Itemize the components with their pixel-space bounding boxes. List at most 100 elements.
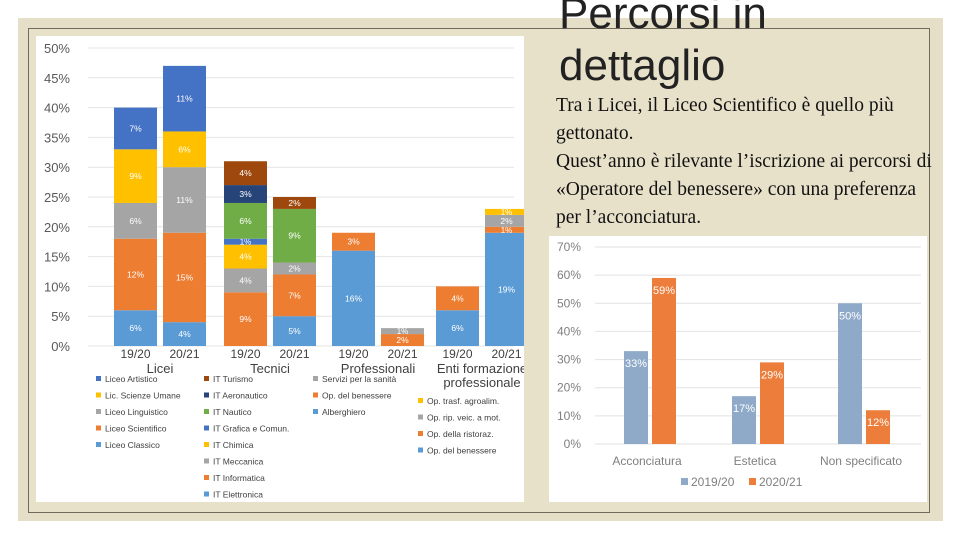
legend-swatch: [749, 478, 756, 485]
bar-data-label: 7%: [129, 123, 142, 133]
bar-segment: [273, 274, 316, 317]
legend-swatch: [313, 392, 318, 398]
x-category-label: Non specificato: [820, 454, 902, 468]
bar-segment: [163, 232, 206, 323]
bar-data-label: 6%: [178, 144, 191, 154]
x-category-label: Acconciatura: [612, 454, 682, 468]
legend-label: IT Grafica e Comun.: [213, 424, 289, 434]
legend-swatch: [418, 431, 423, 436]
legend-swatch: [681, 478, 688, 485]
x-category-label: 19/20: [230, 347, 260, 361]
x-category-label: 20/21: [387, 347, 417, 361]
legend-label: 2019/20: [691, 475, 735, 489]
bar-data-label: 4%: [239, 168, 252, 178]
y-tick-label: 70%: [557, 240, 581, 254]
x-category-label: 20/21: [279, 347, 309, 361]
bar-segment: [485, 232, 528, 346]
stacked-bar-chart-panel: 0% 5% 10% 15% 20% 25% 30% 35% 40% 45% 50% 6% 12% 6% 9%…: [36, 36, 528, 502]
legend-swatch: [96, 392, 101, 398]
bar-data-label: 6%: [129, 323, 142, 333]
bar: [838, 303, 862, 444]
bar-segment: [273, 197, 316, 209]
bar-data-label: 2%: [288, 264, 301, 274]
bar-data-label: 2%: [396, 335, 409, 345]
bar-segment: [224, 292, 267, 346]
bar-segment: [273, 262, 316, 275]
bar-segment: [224, 244, 267, 269]
bar-segment: [114, 107, 157, 150]
bar-data-label: 6%: [451, 323, 464, 333]
legend-swatch: [204, 392, 209, 398]
legend-label: 2020/21: [759, 475, 803, 489]
y-tick-label: 35%: [44, 130, 70, 145]
bar: [760, 362, 784, 444]
bar: [624, 351, 648, 444]
legend-swatch: [313, 376, 318, 381]
bar-segment: [224, 202, 267, 239]
legend-label: Op. della ristoraz.: [427, 429, 494, 439]
bar-data-label: 2%: [500, 216, 513, 226]
legend-swatch: [204, 409, 209, 414]
bar-data-label: 15%: [176, 272, 193, 282]
bar-data-label: 3%: [239, 189, 252, 199]
bar-data-label: 9%: [239, 314, 252, 324]
bar-data-label: 3%: [347, 237, 360, 247]
bar-segment: [485, 226, 528, 233]
bar-data-label: 1%: [501, 226, 513, 235]
legend-label: IT Meccanica: [213, 457, 264, 467]
legend-swatch: [418, 414, 423, 420]
bar-segment: [332, 250, 375, 346]
bar-data-label: 4%: [178, 329, 191, 339]
bar-data-label: 19%: [498, 284, 515, 294]
bar-segment: [114, 310, 157, 346]
bar-segment: [273, 208, 316, 263]
legend-label: IT Chimica: [213, 440, 254, 450]
legend-label: Op. trasf. agroalim.: [427, 396, 499, 406]
bar-data-label: 6%: [129, 216, 142, 226]
bar-data-label: 4%: [451, 293, 464, 303]
bar-data-label: 5%: [288, 326, 301, 336]
bar-segment: [485, 214, 528, 227]
bar-data-label: 17%: [733, 403, 755, 415]
bar-data-label: 16%: [345, 293, 362, 303]
bar-data-label: 59%: [653, 285, 675, 297]
bar-segment: [114, 149, 157, 203]
y-tick-label: 45%: [44, 71, 70, 86]
bar: [866, 410, 890, 444]
legend-swatch: [204, 376, 209, 381]
x-group-label: Enti formazione: [437, 361, 524, 376]
bar-data-label: 4%: [239, 252, 252, 262]
bar-segment: [224, 268, 267, 293]
bar-data-label: 12%: [127, 269, 144, 279]
x-group-label: Professionali: [341, 361, 416, 376]
bar: [732, 396, 756, 444]
bar-segment: [224, 161, 267, 186]
bar-data-label: 50%: [839, 310, 861, 322]
legend-swatch: [313, 409, 318, 414]
legend-label: Liceo Linguistico: [105, 407, 168, 417]
bar-data-label: 7%: [288, 290, 301, 300]
legend-swatch: [418, 398, 423, 403]
legend-label: Alberghiero: [322, 407, 366, 417]
legend-label: Servizi per la sanità: [322, 374, 396, 384]
slide-body: Tra i Licei, il Liceo Scientifico è quel…: [556, 92, 941, 232]
legend-label: Lic. Scienze Umane: [105, 391, 181, 401]
slide-title-line-1: Percorsi in: [559, 0, 767, 38]
grouped-bar-chart-panel: 0% 10% 20% 30% 40% 50% 60% 70% 33% 59% Acconciatur…: [549, 236, 927, 502]
y-tick-label: 10%: [44, 279, 70, 294]
stacked-bar-chart: 0% 5% 10% 15% 20% 25% 30% 35% 40% 45% 50% 6% 12% 6% 9%…: [44, 41, 528, 500]
legend-label: IT Turismo: [213, 374, 253, 384]
y-tick-label: 15%: [44, 250, 70, 265]
bar-segment: [224, 185, 267, 203]
bar-data-label: 6%: [239, 216, 252, 226]
legend-swatch: [96, 376, 101, 381]
x-category-label: 20/21: [169, 347, 199, 361]
x-category-label: 20/21: [491, 347, 521, 361]
x-group-label: Tecnici: [250, 361, 290, 376]
x-category-label: 19/20: [338, 347, 368, 361]
y-tick-label: 20%: [44, 220, 70, 235]
legend-label: Liceo Scientifico: [105, 424, 167, 434]
bar-segment: [485, 208, 528, 215]
grouped-bar-chart: 0% 10% 20% 30% 40% 50% 60% 70% 33% 59% Acconciatur…: [557, 240, 921, 489]
legend-label: Op. del benessere: [322, 391, 392, 401]
